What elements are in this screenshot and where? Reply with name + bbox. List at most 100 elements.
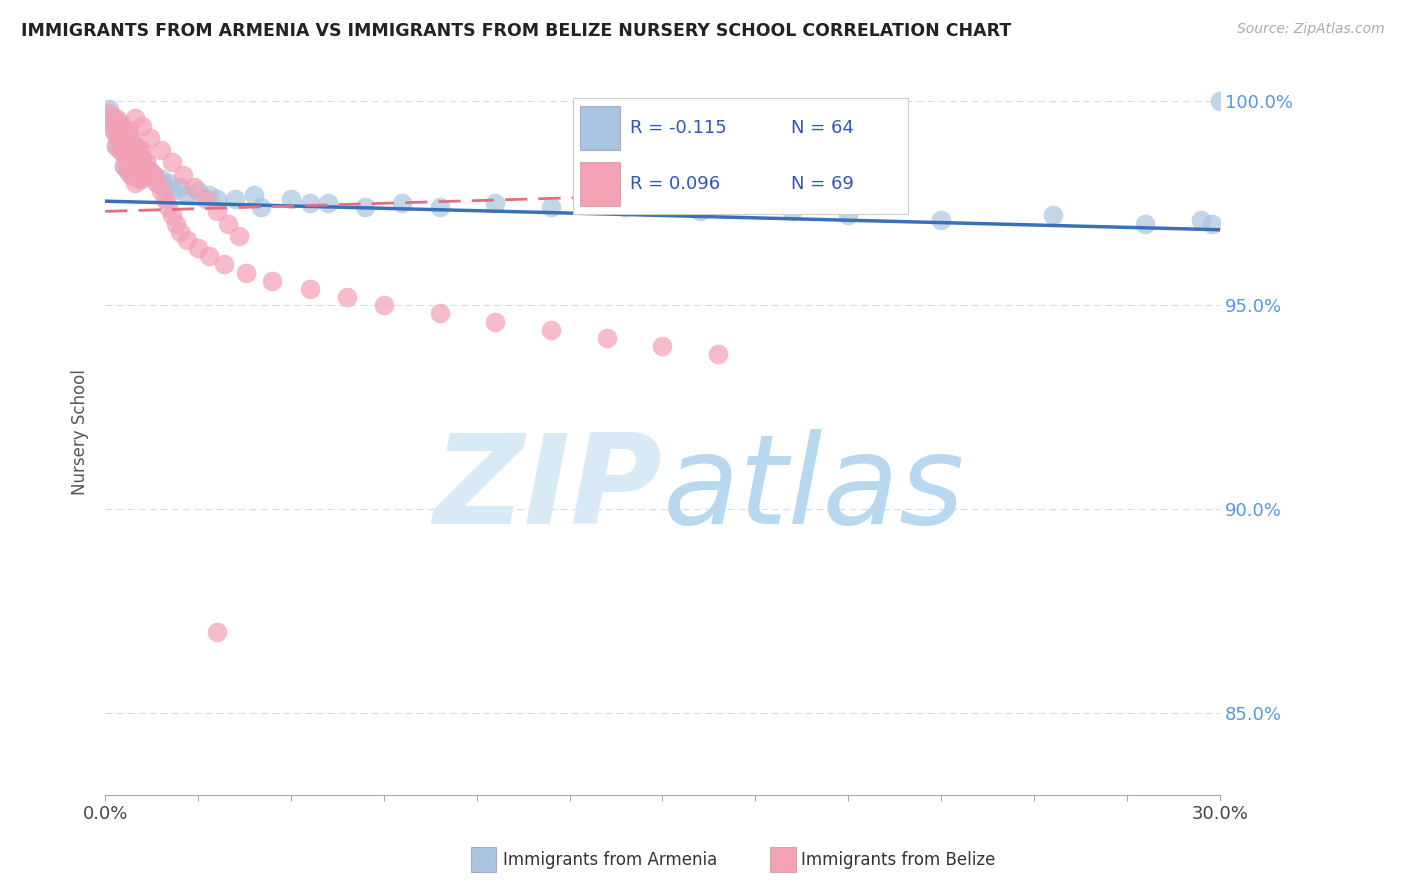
Point	[228, 228, 250, 243]
Point	[105, 139, 128, 153]
Point	[112, 135, 135, 149]
Point	[97, 106, 120, 120]
Text: Immigrants from Belize: Immigrants from Belize	[801, 851, 995, 869]
Point	[187, 184, 209, 198]
Point	[1042, 209, 1064, 223]
Point	[224, 192, 246, 206]
Point	[131, 168, 153, 182]
Point	[707, 347, 730, 361]
Point	[160, 209, 183, 223]
Point	[429, 306, 451, 320]
Point	[837, 209, 859, 223]
Point	[128, 155, 150, 169]
Point	[217, 217, 239, 231]
Y-axis label: Nursery School: Nursery School	[72, 369, 89, 495]
Point	[484, 315, 506, 329]
Point	[128, 147, 150, 161]
Point	[689, 204, 711, 219]
Point	[112, 160, 135, 174]
Point	[1135, 217, 1157, 231]
Point	[198, 249, 221, 263]
Point	[105, 127, 128, 141]
Point	[205, 204, 228, 219]
Point	[1209, 94, 1232, 108]
Point	[1201, 217, 1223, 231]
Point	[117, 139, 139, 153]
Point	[169, 225, 191, 239]
Point	[112, 127, 135, 141]
Point	[120, 143, 142, 157]
Point	[117, 122, 139, 136]
Point	[120, 155, 142, 169]
Point	[169, 180, 191, 194]
Point	[120, 143, 142, 157]
Point	[198, 188, 221, 202]
Point	[280, 192, 302, 206]
Point	[101, 111, 124, 125]
Point	[101, 119, 124, 133]
Point	[149, 143, 172, 157]
Point	[172, 168, 194, 182]
Point	[117, 151, 139, 165]
Point	[112, 135, 135, 149]
Point	[120, 168, 142, 182]
Point	[929, 212, 952, 227]
Point	[149, 171, 172, 186]
Point	[484, 196, 506, 211]
Point	[243, 188, 266, 202]
Point	[135, 168, 157, 182]
Point	[250, 200, 273, 214]
Point	[139, 163, 162, 178]
Point	[120, 135, 142, 149]
Point	[298, 196, 321, 211]
Point	[262, 274, 284, 288]
Point	[135, 155, 157, 169]
Point	[614, 200, 637, 214]
Point	[540, 323, 562, 337]
Point	[235, 266, 257, 280]
Text: Source: ZipAtlas.com: Source: ZipAtlas.com	[1237, 22, 1385, 37]
Point	[142, 168, 165, 182]
Point	[298, 282, 321, 296]
Point	[651, 339, 673, 353]
Point	[108, 131, 131, 145]
Point	[176, 188, 198, 202]
Point	[108, 143, 131, 157]
Point	[124, 111, 146, 125]
Point	[105, 111, 128, 125]
Point	[157, 176, 180, 190]
Point	[117, 163, 139, 178]
Point	[120, 131, 142, 145]
Point	[112, 147, 135, 161]
Point	[105, 114, 128, 128]
Point	[187, 241, 209, 255]
Point	[212, 257, 235, 271]
Point	[108, 131, 131, 145]
Point	[117, 139, 139, 153]
Point	[135, 155, 157, 169]
Point	[149, 184, 172, 198]
Point	[108, 119, 131, 133]
Point	[117, 122, 139, 136]
Point	[131, 151, 153, 165]
Point	[596, 331, 619, 345]
Point	[101, 122, 124, 136]
Point	[153, 192, 176, 206]
Point	[176, 233, 198, 247]
Point	[157, 200, 180, 214]
Point	[354, 200, 377, 214]
Point	[108, 114, 131, 128]
Point	[160, 155, 183, 169]
Point	[205, 624, 228, 639]
Point	[97, 103, 120, 117]
Point	[124, 176, 146, 190]
Point	[160, 184, 183, 198]
Point	[124, 163, 146, 178]
Point	[146, 176, 169, 190]
Point	[131, 171, 153, 186]
Point	[146, 176, 169, 190]
Point	[112, 147, 135, 161]
Point	[128, 143, 150, 157]
Point	[120, 168, 142, 182]
Text: atlas: atlas	[662, 429, 965, 550]
